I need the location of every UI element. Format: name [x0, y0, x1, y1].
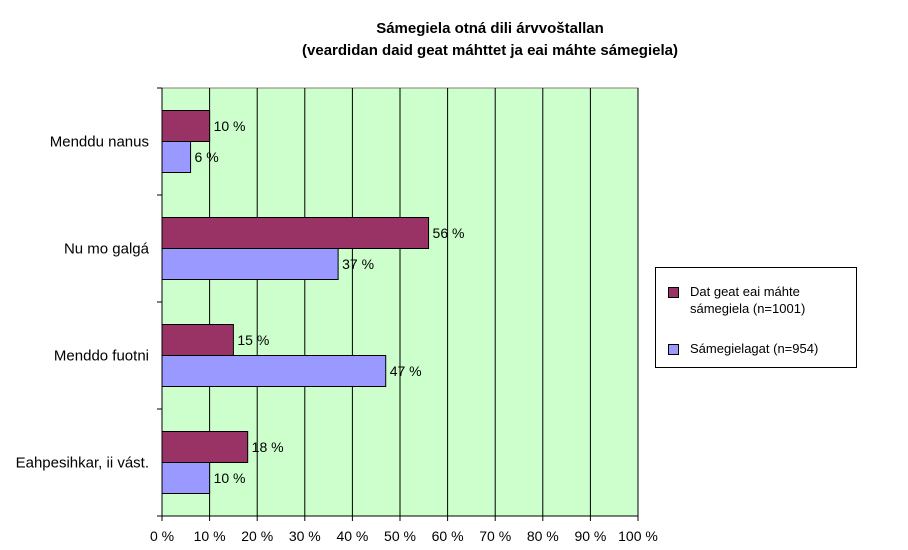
- x-tick-label: 0 %: [150, 528, 174, 544]
- chart-subtitle: (veardidan daid geat máhttet ja eai máht…: [302, 42, 678, 59]
- x-tick-label: 60 %: [432, 528, 464, 544]
- bar: [161, 355, 387, 387]
- x-tick-label: 90 %: [574, 528, 606, 544]
- bar: [161, 324, 234, 356]
- category-label: Menddu nanus: [50, 134, 149, 151]
- bar: [161, 248, 339, 280]
- data-label: 6 %: [195, 149, 219, 165]
- data-label: 18 %: [252, 439, 284, 455]
- legend-label: Dat geat eai máhte sámegiela (n=1001): [690, 284, 806, 316]
- bar: [161, 217, 430, 249]
- x-tick-label: 40 %: [336, 528, 368, 544]
- legend-swatch: [668, 287, 679, 298]
- x-tick-label: 30 %: [289, 528, 321, 544]
- category-label: Nu mo galgá: [64, 241, 150, 258]
- legend-label: Sámegielagat (n=954): [690, 341, 819, 356]
- data-label: 56 %: [433, 225, 465, 241]
- bar: [161, 431, 249, 463]
- legend-item: Sámegielagat (n=954): [668, 340, 850, 357]
- legend-item: Dat geat eai máhte sámegiela (n=1001): [668, 283, 850, 317]
- bar: [161, 462, 211, 494]
- bar: [161, 141, 192, 173]
- data-label: 10 %: [214, 118, 246, 134]
- legend: Dat geat eai máhte sámegiela (n=1001) Sá…: [655, 267, 857, 368]
- x-tick-label: 80 %: [527, 528, 559, 544]
- bar: [161, 110, 211, 142]
- chart-title: Sámegiela otná dili árvvoštallan: [376, 20, 604, 37]
- data-label: 47 %: [390, 363, 422, 379]
- legend-swatch: [668, 344, 679, 355]
- x-tick-label: 20 %: [241, 528, 273, 544]
- category-label: Eahpesihkar, ii vást.: [16, 455, 149, 472]
- data-label: 37 %: [342, 256, 374, 272]
- x-tick-label: 10 %: [194, 528, 226, 544]
- x-tick-label: 70 %: [479, 528, 511, 544]
- x-tick-label: 100 %: [618, 528, 658, 544]
- category-label: Menddo fuotni: [54, 348, 149, 365]
- data-label: 15 %: [237, 332, 269, 348]
- x-tick-label: 50 %: [384, 528, 416, 544]
- data-label: 10 %: [214, 470, 246, 486]
